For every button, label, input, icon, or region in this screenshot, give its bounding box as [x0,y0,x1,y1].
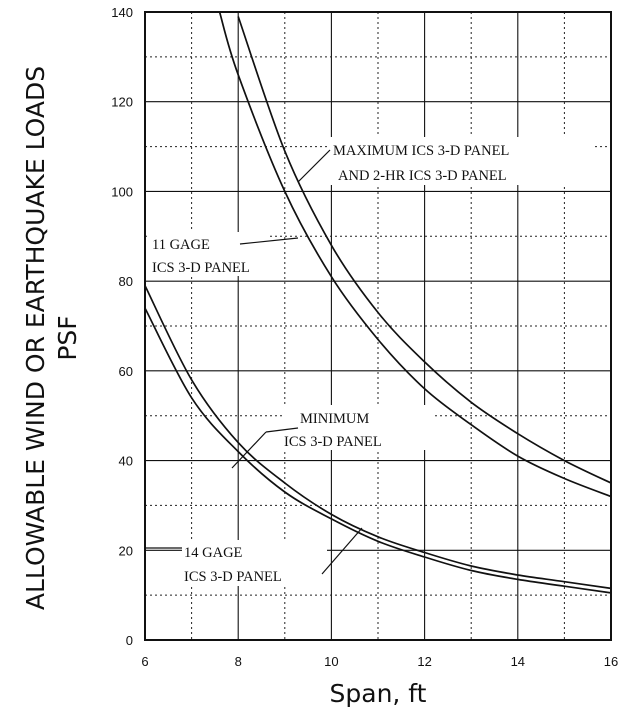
curve-11-gage-panel [218,11,612,498]
plot-frame [144,11,612,641]
x-axis-title: Span, ft [330,679,427,708]
y-tick-label: 60 [119,364,133,379]
y-tick-label: 100 [111,184,133,199]
curve-maximum-and-2hr-panel [237,16,612,484]
leader-minimum [265,427,299,433]
y-tick-label: 120 [111,95,133,110]
annotation-11-gage-line1: 11 GAGE [152,237,210,253]
y-axis-title: ALLOWABLE WIND OR EARTHQUAKE LOADS [21,66,50,610]
x-tick-label: 8 [235,654,242,669]
annotation-14-gage-line2: ICS 3-D PANEL [184,569,282,585]
y-tick-label: 20 [119,543,133,558]
y-tick-label: 40 [119,454,133,469]
y-tick-label: 0 [126,633,133,648]
curves [144,11,612,594]
y-axis-unit: PSF [53,315,82,360]
x-tick-label: 6 [141,654,148,669]
annotation-bg-14-gage [182,540,327,586]
leader-11-gage [239,237,299,245]
annotation-11-gage-line2: ICS 3-D PANEL [152,260,250,276]
annotation-minimum-line1: MINIMUM [300,411,369,427]
y-tick-label: 80 [119,274,133,289]
x-tick-label: 14 [511,654,525,669]
annotation-maximum-line2: AND 2-HR ICS 3-D PANEL [338,168,507,184]
annotation-maximum-line1: MAXIMUM ICS 3-D PANEL [333,143,509,159]
curve-minimum-panel [144,285,612,590]
x-tick-label: 12 [417,654,431,669]
x-tick-label: 16 [604,654,618,669]
grid [145,12,611,640]
annotation-bg-minimum [282,405,432,450]
curve-14-gage-panel [144,307,612,594]
leader-minimum-drop [231,431,267,469]
x-tick-label: 10 [324,654,338,669]
y-tick-label: 140 [111,5,133,20]
annotation-14-gage-line1: 14 GAGE [184,545,243,561]
tick-labels: 6 8 10 12 14 16 0 20 40 60 80 100 120 140 [111,5,618,669]
annotation-bg-11-gage [150,232,268,276]
leader-maximum [297,149,331,183]
leader-14-gage-right [321,527,363,575]
annotation-bg-maximum [330,137,593,185]
annotation-minimum-line2: ICS 3-D PANEL [284,434,382,450]
